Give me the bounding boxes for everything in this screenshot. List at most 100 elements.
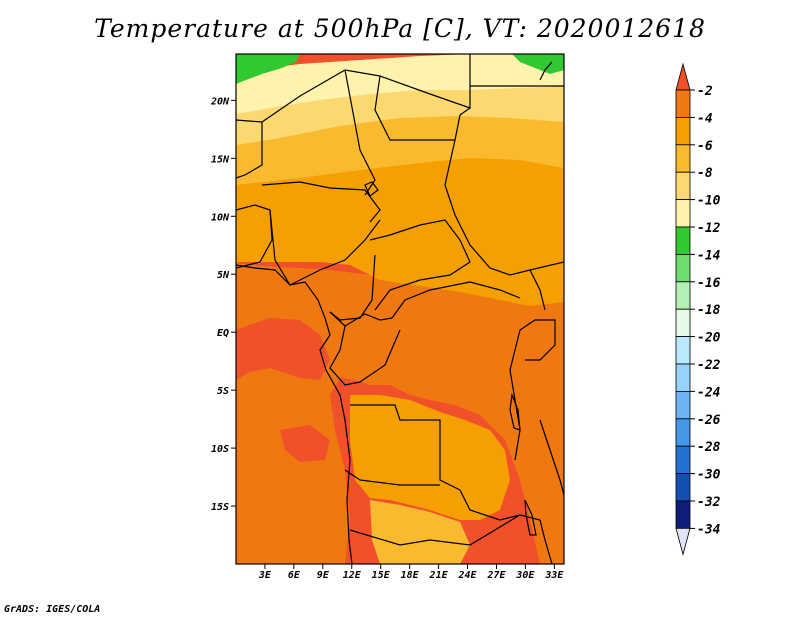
border-line bbox=[236, 204, 273, 269]
lon-tick-label: 27E bbox=[486, 570, 506, 581]
lon-tick-label: 33E bbox=[544, 570, 564, 581]
field-warm-blob-south bbox=[280, 425, 330, 462]
colorbar-tick-label: -2 bbox=[697, 84, 713, 99]
colorbar: -2 -4 -6 -8 -10 -12 -14 -16 -18 -20 -22 -24 -26 -28 -3… bbox=[675, 62, 721, 556]
colorbar-tick-label: -34 bbox=[697, 522, 721, 537]
colorbar-tick-label: -18 bbox=[697, 303, 721, 318]
chart-title: Temperature at 500hPa [C], VT: 202001261… bbox=[94, 14, 706, 43]
colorbar-tick-label: -22 bbox=[697, 358, 721, 373]
border-line bbox=[539, 519, 553, 564]
border-line bbox=[329, 325, 401, 386]
lake-outline bbox=[509, 392, 521, 431]
colorbar-swatch bbox=[675, 363, 691, 392]
field-deep-warm bbox=[236, 54, 564, 564]
colorbar-swatch bbox=[675, 89, 691, 118]
colorbar-swatch bbox=[675, 308, 691, 338]
lon-tick-label: 24E bbox=[457, 570, 477, 581]
lat-tick-label: 5S bbox=[217, 386, 229, 397]
lon-tick-label: 30E bbox=[515, 570, 535, 581]
coastline bbox=[539, 61, 553, 81]
colorbar-swatch bbox=[675, 253, 691, 283]
credit-label: GrADS: IGES/COLA bbox=[4, 604, 101, 615]
country-borders bbox=[236, 54, 564, 564]
colorbar-tick-label: -28 bbox=[697, 440, 721, 455]
lat-tick-label: 15S bbox=[211, 502, 229, 513]
border-line bbox=[369, 219, 471, 311]
border-line bbox=[236, 54, 471, 123]
colorbar-tick-label: -14 bbox=[697, 248, 721, 263]
field-paler-band bbox=[236, 54, 564, 114]
field-warm-band bbox=[236, 263, 564, 564]
lon-tick-label: 9E bbox=[317, 570, 330, 581]
lon-tick-label: 18E bbox=[401, 570, 420, 581]
field-green-patch-east bbox=[512, 54, 564, 74]
field-warm-blob-west bbox=[236, 318, 330, 380]
field-light-band bbox=[236, 110, 564, 185]
latitude-axis: 20N 15N 10N 5N EQ 5S 10S 15S bbox=[210, 96, 236, 513]
border-line bbox=[444, 139, 564, 276]
colorbar-tick-label: -26 bbox=[697, 413, 721, 428]
border-line bbox=[539, 419, 564, 496]
colorbar-tick-label: -16 bbox=[697, 276, 721, 291]
colorbar-swatch bbox=[675, 390, 691, 420]
border-line bbox=[261, 181, 381, 223]
border-line bbox=[391, 281, 521, 319]
border-line bbox=[236, 122, 263, 179]
border-line bbox=[329, 254, 376, 321]
border-line bbox=[459, 489, 521, 521]
colorbar-tick-label: -6 bbox=[697, 139, 713, 154]
lat-tick-label: 5N bbox=[217, 270, 230, 281]
field-mid-blob-central bbox=[400, 296, 500, 385]
border-line bbox=[269, 209, 381, 286]
coastline bbox=[236, 264, 353, 564]
colorbar-swatch bbox=[675, 226, 691, 255]
border-line bbox=[529, 269, 546, 311]
field-mid-southeast bbox=[350, 395, 510, 520]
lat-tick-label: 10S bbox=[211, 444, 229, 455]
border-line bbox=[374, 75, 471, 141]
lake-outline bbox=[364, 181, 379, 197]
border-line bbox=[509, 329, 521, 461]
longitude-axis: 3E 6E 9E 12E 15E 18E 21E 24E 27E 30E 33E bbox=[258, 564, 564, 581]
field-pale-band bbox=[236, 66, 564, 145]
border-line bbox=[329, 311, 393, 327]
colorbar-tick-label: -32 bbox=[697, 495, 721, 510]
field-mid-band bbox=[236, 150, 564, 306]
colorbar-tick-label: -10 bbox=[697, 194, 721, 209]
lat-tick-label: EQ bbox=[217, 328, 229, 339]
lon-tick-label: 15E bbox=[372, 570, 391, 581]
colorbar-tick-label: -30 bbox=[697, 468, 721, 483]
map-frame bbox=[235, 53, 565, 565]
colorbar-tick-label: -8 bbox=[697, 166, 713, 181]
colorbar-swatch bbox=[675, 144, 691, 173]
colorbar-swatch bbox=[675, 500, 691, 529]
field-green-patch bbox=[236, 54, 300, 84]
lake-outline bbox=[524, 499, 537, 536]
colorbar-tick-label: -4 bbox=[697, 111, 713, 126]
temperature-field bbox=[236, 54, 564, 564]
colorbar-swatch bbox=[675, 281, 691, 310]
lon-tick-label: 21E bbox=[429, 570, 449, 581]
lon-tick-label: 6E bbox=[288, 570, 301, 581]
border-line bbox=[350, 404, 461, 491]
border-line bbox=[344, 69, 376, 196]
colorbar-swatch bbox=[675, 445, 691, 475]
field-light-south bbox=[370, 500, 470, 564]
border-line bbox=[519, 319, 556, 361]
colorbar-swatch bbox=[675, 199, 691, 228]
lat-tick-label: 10N bbox=[211, 212, 230, 223]
border-line bbox=[349, 514, 541, 546]
border-line bbox=[344, 469, 440, 486]
colorbar-tick-label: -20 bbox=[697, 331, 721, 346]
lat-tick-label: 20N bbox=[210, 96, 230, 107]
colorbar-swatch bbox=[675, 117, 691, 146]
lon-tick-label: 12E bbox=[343, 570, 362, 581]
colorbar-tick-label: -12 bbox=[697, 221, 721, 236]
colorbar-swatch bbox=[675, 473, 691, 502]
lon-tick-label: 3E bbox=[258, 570, 272, 581]
colorbar-swatch bbox=[675, 336, 691, 365]
lat-tick-label: 15N bbox=[211, 154, 230, 165]
colorbar-swatch bbox=[675, 418, 691, 447]
colorbar-swatch bbox=[675, 171, 691, 200]
